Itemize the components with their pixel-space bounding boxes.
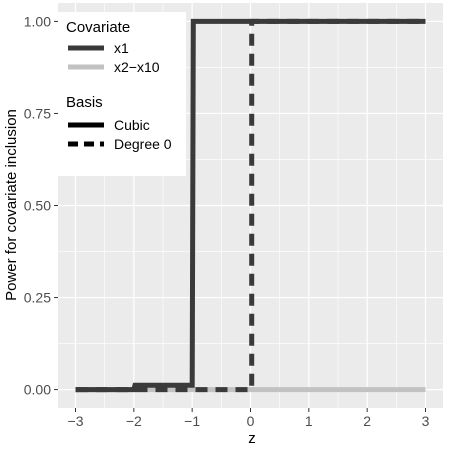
y-tick-label: 0.50 — [24, 198, 51, 214]
x-tick-label: −2 — [126, 413, 142, 429]
y-axis-title: Power for covariate inclusion — [3, 109, 20, 301]
legend-label-x2-x10: x2−x10 — [114, 59, 160, 75]
y-axis: 0.00 0.25 0.50 0.75 1.00 — [24, 13, 58, 398]
legend-background — [58, 12, 186, 176]
legend-title-covariate: Covariate — [66, 19, 130, 36]
x-tick-label: 3 — [422, 413, 430, 429]
legend-label-degree-0: Degree 0 — [114, 136, 172, 152]
y-tick-label: 0.00 — [24, 382, 51, 398]
x-axis-title: z — [248, 430, 256, 447]
x-axis: −3 −2 −1 0 1 2 3 — [68, 408, 430, 429]
series-line-x1-degree-0 — [75, 18, 426, 393]
legend-label-x1: x1 — [114, 40, 129, 56]
x-tick-label: 1 — [305, 413, 313, 429]
legend: Covariate x1 x2−x10 Basis Cubic Degree 0 — [58, 12, 186, 176]
legend-label-cubic: Cubic — [114, 117, 150, 133]
x-tick-label: 2 — [363, 413, 371, 429]
x-tick-label: −3 — [68, 413, 84, 429]
x-tick-label: −1 — [184, 413, 200, 429]
x-tick-label: 0 — [247, 413, 255, 429]
y-tick-label: 1.00 — [24, 13, 51, 29]
legend-title-basis: Basis — [66, 94, 103, 111]
y-tick-label: 0.25 — [24, 290, 51, 306]
y-tick-label: 0.75 — [24, 105, 51, 121]
series-layer — [75, 18, 426, 393]
